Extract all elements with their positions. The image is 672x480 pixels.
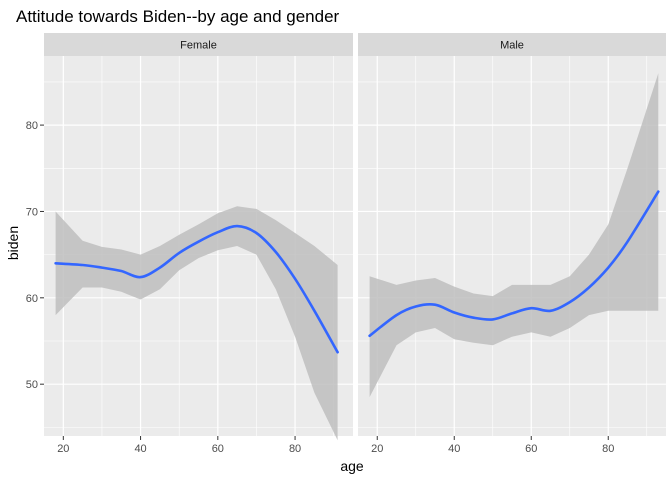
facet-label: Male (500, 40, 524, 52)
confidence-band (369, 73, 659, 398)
x-tick-label: 20 (57, 443, 69, 455)
x-tick-label: 60 (525, 443, 537, 455)
panels: Female 20 40 60 80 Male 20 40 60 80 (44, 33, 666, 455)
facet-label: Female (180, 40, 217, 52)
facet-strip (358, 33, 666, 56)
x-tick-label: 20 (371, 443, 383, 455)
confidence-band (55, 206, 338, 441)
x-tick-label: 40 (134, 443, 146, 455)
panel-female: Female 20 40 60 80 (44, 33, 353, 455)
smooth-line (368, 190, 660, 338)
y-tick-label: 60 (26, 293, 38, 305)
y-tick-label: 70 (26, 206, 38, 218)
x-tick-label: 80 (289, 443, 301, 455)
y-axis: 50 60 70 80 (26, 120, 44, 391)
y-tick-label: 80 (26, 120, 38, 132)
y-tick-label: 50 (26, 379, 38, 391)
x-tick-label: 40 (448, 443, 460, 455)
x-tick-label: 60 (212, 443, 224, 455)
x-tick-label: 80 (602, 443, 614, 455)
panel-male: Male 20 40 60 80 (358, 33, 666, 455)
facet-strip (44, 33, 353, 56)
y-axis-label: biden (5, 226, 21, 260)
smooth-line (54, 224, 339, 354)
x-axis-label: age (340, 458, 364, 474)
chart-title: Attitude towards Biden--by age and gende… (16, 7, 340, 26)
